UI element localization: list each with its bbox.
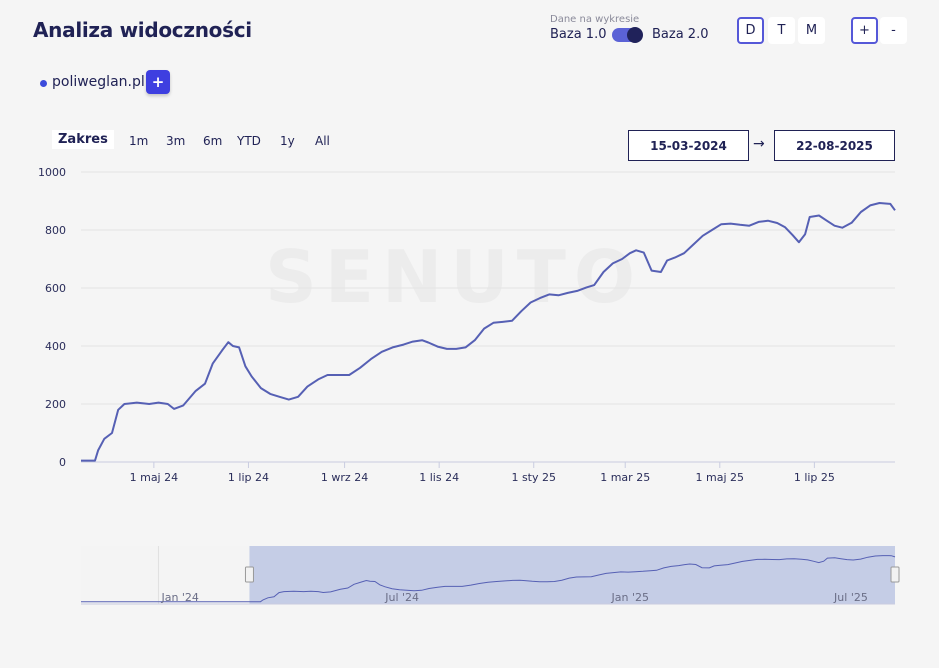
x-tick-label: 1 lip 24 [228, 471, 269, 484]
granularity-daily-button[interactable]: D [737, 17, 764, 44]
navigator-series-line [81, 555, 896, 603]
y-tick-label: 1000 [38, 166, 66, 179]
x-tick-label: 1 lis 24 [419, 471, 459, 484]
add-domain-button[interactable]: + [146, 70, 170, 94]
domain-label[interactable]: poliweglan.pl [52, 74, 145, 90]
range-label: Zakres [52, 130, 114, 149]
y-tick-label: 400 [45, 340, 66, 353]
navigator-tick-label: Jul '25 [833, 591, 868, 604]
navigator-tick-label: Jul '24 [384, 591, 419, 604]
range-3m-button[interactable]: 3m [166, 134, 186, 148]
zoom-out-button[interactable]: - [880, 17, 907, 44]
navigator-tick-label: Jan '25 [611, 591, 649, 604]
navigator-handle-left[interactable] [244, 566, 254, 583]
y-tick-label: 200 [45, 398, 66, 411]
data-base-caption: Dane na wykresie [550, 14, 640, 25]
navigator-tick-label: Jan '24 [160, 591, 198, 604]
base-1-label[interactable]: Baza 1.0 [550, 27, 607, 42]
y-tick-label: 800 [45, 224, 66, 237]
domain-color-dot [40, 80, 47, 87]
x-tick-label: 1 maj 25 [696, 471, 745, 484]
date-to-input[interactable]: 22-08-2025 [774, 130, 895, 161]
navigator-selection[interactable] [249, 546, 896, 604]
x-tick-label: 1 lip 25 [794, 471, 835, 484]
range-1m-button[interactable]: 1m [129, 134, 149, 148]
data-base-toggle[interactable] [612, 27, 643, 43]
date-from-input[interactable]: 15-03-2024 [628, 130, 749, 161]
navigator[interactable]: Jan '24 Jul '24 Jan '25 Jul '25 [81, 546, 900, 605]
watermark-text: SENUTO [265, 235, 643, 319]
x-tick-label: 1 maj 24 [130, 471, 179, 484]
range-1y-button[interactable]: 1y [280, 134, 295, 148]
series-line-poliweglan [81, 202, 896, 462]
y-tick-label: 0 [59, 456, 66, 469]
range-ytd-button[interactable]: YTD [237, 134, 261, 148]
y-tick-label: 600 [45, 282, 66, 295]
x-tick-label: 1 mar 25 [600, 471, 650, 484]
granularity-monthly-button[interactable]: M [798, 17, 825, 44]
date-range-arrow: → [753, 136, 765, 152]
granularity-weekly-button[interactable]: T [768, 17, 795, 44]
range-all-button[interactable]: All [315, 134, 330, 148]
page-title: Analiza widoczności [33, 18, 252, 42]
x-tick-label: 1 wrz 24 [321, 471, 368, 484]
range-6m-button[interactable]: 6m [203, 134, 223, 148]
base-2-label[interactable]: Baza 2.0 [652, 27, 709, 42]
zoom-in-button[interactable]: + [851, 17, 878, 44]
toggle-knob [627, 27, 643, 43]
x-tick-label: 1 sty 25 [511, 471, 556, 484]
navigator-handle-right[interactable] [890, 566, 900, 583]
